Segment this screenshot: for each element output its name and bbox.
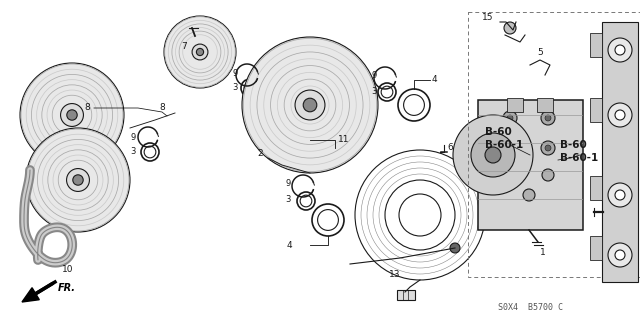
Text: 9: 9 [131, 132, 136, 141]
Text: B-60: B-60 [560, 140, 587, 150]
Circle shape [399, 194, 441, 236]
Circle shape [196, 48, 204, 56]
Circle shape [608, 243, 632, 267]
FancyBboxPatch shape [590, 98, 602, 122]
Text: 7: 7 [181, 42, 187, 51]
Text: B-60-1: B-60-1 [485, 140, 524, 150]
Text: 4: 4 [432, 76, 438, 84]
Circle shape [507, 115, 513, 121]
Text: 11: 11 [338, 135, 349, 145]
Circle shape [503, 141, 517, 155]
Text: FR.: FR. [58, 283, 76, 293]
Circle shape [504, 169, 516, 181]
Circle shape [471, 133, 515, 177]
Circle shape [503, 111, 517, 125]
Text: 8: 8 [84, 102, 90, 111]
Circle shape [608, 38, 632, 62]
Text: 1: 1 [540, 248, 546, 257]
Circle shape [485, 147, 501, 163]
Text: 6: 6 [447, 143, 452, 153]
Circle shape [615, 190, 625, 200]
Circle shape [61, 104, 83, 126]
Text: 8: 8 [159, 103, 165, 112]
Text: B-60: B-60 [485, 127, 512, 137]
Text: 2: 2 [257, 149, 263, 158]
Circle shape [608, 183, 632, 207]
Circle shape [545, 145, 551, 151]
Text: 9: 9 [233, 68, 238, 77]
Text: B-60-1: B-60-1 [560, 153, 598, 163]
Text: 15: 15 [481, 13, 493, 22]
FancyBboxPatch shape [478, 100, 583, 230]
Circle shape [295, 90, 325, 120]
Circle shape [242, 37, 378, 173]
Circle shape [545, 115, 551, 121]
Circle shape [450, 243, 460, 253]
Circle shape [615, 110, 625, 120]
FancyBboxPatch shape [507, 98, 523, 112]
Circle shape [541, 141, 555, 155]
Text: 9: 9 [372, 71, 377, 81]
Circle shape [67, 169, 90, 191]
FancyBboxPatch shape [602, 22, 638, 282]
Circle shape [73, 175, 83, 185]
Text: 3: 3 [285, 196, 291, 204]
Text: 3: 3 [232, 84, 238, 92]
Circle shape [541, 111, 555, 125]
FancyBboxPatch shape [590, 236, 602, 260]
Circle shape [303, 98, 317, 112]
Text: S0X4  B5700 C: S0X4 B5700 C [497, 303, 563, 313]
Circle shape [608, 103, 632, 127]
Circle shape [523, 189, 535, 201]
Text: 5: 5 [537, 48, 543, 57]
Circle shape [164, 16, 236, 88]
Circle shape [67, 110, 77, 120]
FancyBboxPatch shape [590, 176, 602, 200]
Circle shape [20, 63, 124, 167]
FancyBboxPatch shape [397, 290, 415, 300]
FancyBboxPatch shape [537, 98, 553, 112]
Text: 3: 3 [131, 148, 136, 156]
Circle shape [453, 115, 533, 195]
Text: 10: 10 [62, 265, 74, 274]
Text: 4: 4 [286, 242, 292, 251]
Circle shape [504, 22, 516, 34]
Circle shape [615, 250, 625, 260]
FancyBboxPatch shape [590, 33, 602, 57]
Text: 3: 3 [372, 86, 377, 95]
Text: 9: 9 [285, 180, 291, 188]
Polygon shape [22, 288, 39, 302]
Circle shape [542, 169, 554, 181]
Text: 13: 13 [389, 270, 401, 279]
Circle shape [507, 145, 513, 151]
Circle shape [615, 45, 625, 55]
Circle shape [26, 128, 130, 232]
Circle shape [192, 44, 208, 60]
